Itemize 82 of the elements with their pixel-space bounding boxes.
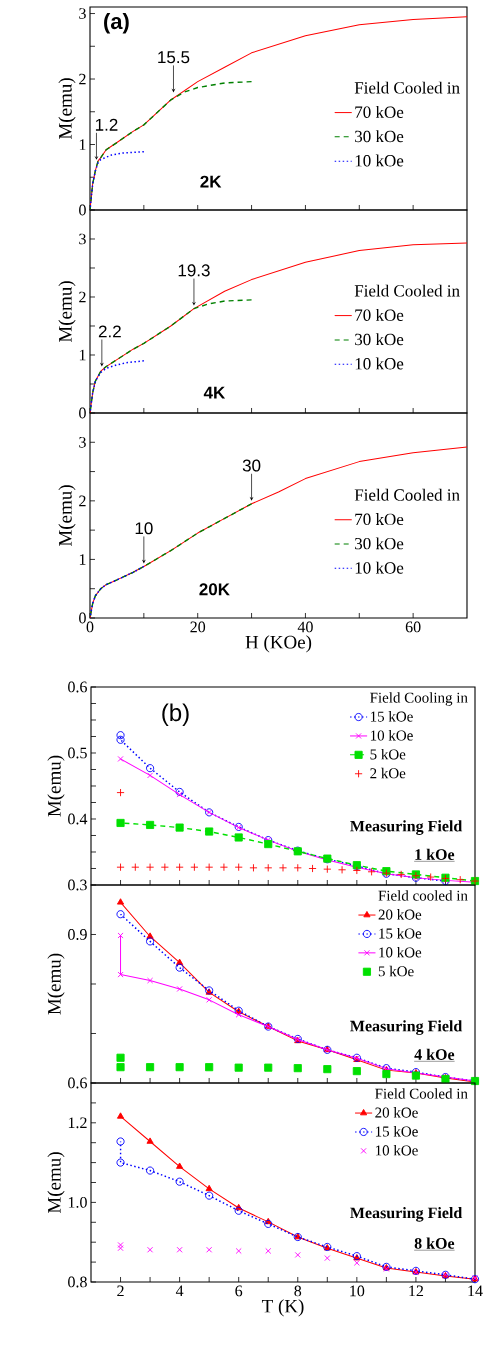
annotation: Measuring Field <box>350 1207 463 1222</box>
y-axis-title: M(emu) <box>47 953 65 1015</box>
x-axis-title: H (KOe) <box>245 635 312 653</box>
x-tick-label: 8 <box>294 1285 302 1297</box>
legend-label: 30 kOe <box>355 333 404 346</box>
legend-label: 15 kOe <box>379 928 422 939</box>
y-tick-label: 2 <box>79 73 86 85</box>
legend-label: 70 kOe <box>355 513 404 526</box>
legend-label: 10 kOe <box>379 946 422 958</box>
x-tick-label: 40 <box>297 621 313 633</box>
annotation: Measuring Field <box>350 820 463 835</box>
legend-title: Field Cooled in <box>354 284 460 297</box>
legend-label: 10 kOe <box>355 154 404 167</box>
x-tick-label: 20 <box>190 621 206 633</box>
annotation: 8 kOe <box>414 1237 455 1249</box>
y-tick-label: 0.6 <box>68 1077 87 1089</box>
y-tick-label: 0.5 <box>68 747 87 759</box>
annotation: 1.2 <box>95 118 118 131</box>
legend-label: 10 kOe <box>375 1144 418 1156</box>
legend-title: Field Cooling in <box>370 692 468 706</box>
legend-title: Field cooled in <box>378 890 468 901</box>
y-tick-label: 1.0 <box>68 1196 87 1208</box>
x-tick-label: 14 <box>468 1285 483 1297</box>
x-tick-label: 4 <box>175 1285 184 1297</box>
annotation: 4K <box>203 386 226 399</box>
y-tick-label: 1.2 <box>68 1117 87 1129</box>
legend-label: 70 kOe <box>355 308 404 321</box>
annotation: Measuring Field <box>350 1020 463 1035</box>
annotation: (b) <box>162 703 189 726</box>
y-axis-title: M(emu) <box>58 485 76 547</box>
annotation: 2K <box>200 175 222 188</box>
legend-title: Field Cooled in <box>354 488 460 501</box>
y-axis-title: M(emu) <box>58 281 76 343</box>
legend-label: 20 kOe <box>375 1107 418 1118</box>
annotation: 10 <box>135 522 153 535</box>
y-tick-label: 1 <box>79 349 86 361</box>
legend-label: 70 kOe <box>355 105 404 118</box>
y-tick-label: 0.9 <box>68 929 87 940</box>
y-tick-label: 3 <box>79 436 86 448</box>
legend-label: 5 kOe <box>370 748 406 760</box>
y-axis-title: M(emu) <box>47 1152 65 1214</box>
x-tick-label: 60 <box>405 621 421 633</box>
legend-label: 30 kOe <box>355 537 404 550</box>
y-tick-label: 0.6 <box>68 681 87 693</box>
legend-title: Field Cooled in <box>375 1088 468 1099</box>
legend-label: 5 kOe <box>378 965 414 977</box>
legend-label: 2 kOe <box>370 767 406 779</box>
y-tick-label: 2 <box>79 291 86 303</box>
annotation: 20K <box>199 583 230 596</box>
y-tick-label: 3 <box>79 233 86 245</box>
legend-label: 30 kOe <box>355 130 404 143</box>
annotation: 4 kOe <box>414 1048 455 1060</box>
x-axis-title: T (K) <box>261 1299 304 1317</box>
annotation: 30 <box>242 459 261 472</box>
x-tick-label: 10 <box>350 1285 365 1297</box>
annotation: 15.5 <box>158 51 190 64</box>
y-tick-label: 1 <box>79 554 86 565</box>
y-axis-title: M(emu) <box>58 78 76 140</box>
y-tick-label: 0.4 <box>68 813 88 825</box>
annotation: 1 kOe <box>415 848 455 860</box>
y-tick-label: 0.3 <box>68 879 87 891</box>
legend-title: Field Cooled in <box>354 81 460 94</box>
legend-label: 10 kOe <box>355 357 404 370</box>
x-tick-label: 12 <box>409 1285 424 1297</box>
y-tick-label: 2 <box>79 495 86 507</box>
y-axis-title: M(emu) <box>47 755 65 817</box>
legend-label: 15 kOe <box>375 1126 418 1137</box>
annotation: (a) <box>104 12 129 34</box>
legend-label: 15 kOe <box>370 711 413 722</box>
annotation: 19.3 <box>178 264 210 277</box>
legend-label: 10 kOe <box>370 730 413 741</box>
y-tick-label: 1 <box>79 139 86 150</box>
legend-label: 10 kOe <box>355 561 404 574</box>
y-tick-label: 0 <box>79 204 86 216</box>
y-tick-label: 3 <box>79 8 86 19</box>
y-tick-label: 0.8 <box>68 1276 87 1288</box>
annotation: 2.2 <box>98 325 121 338</box>
y-tick-label: 0 <box>79 612 86 624</box>
x-tick-label: 2 <box>117 1285 124 1297</box>
y-tick-label: 0 <box>79 407 86 419</box>
legend-label: 20 kOe <box>378 909 422 920</box>
x-tick-label: 6 <box>235 1285 243 1297</box>
